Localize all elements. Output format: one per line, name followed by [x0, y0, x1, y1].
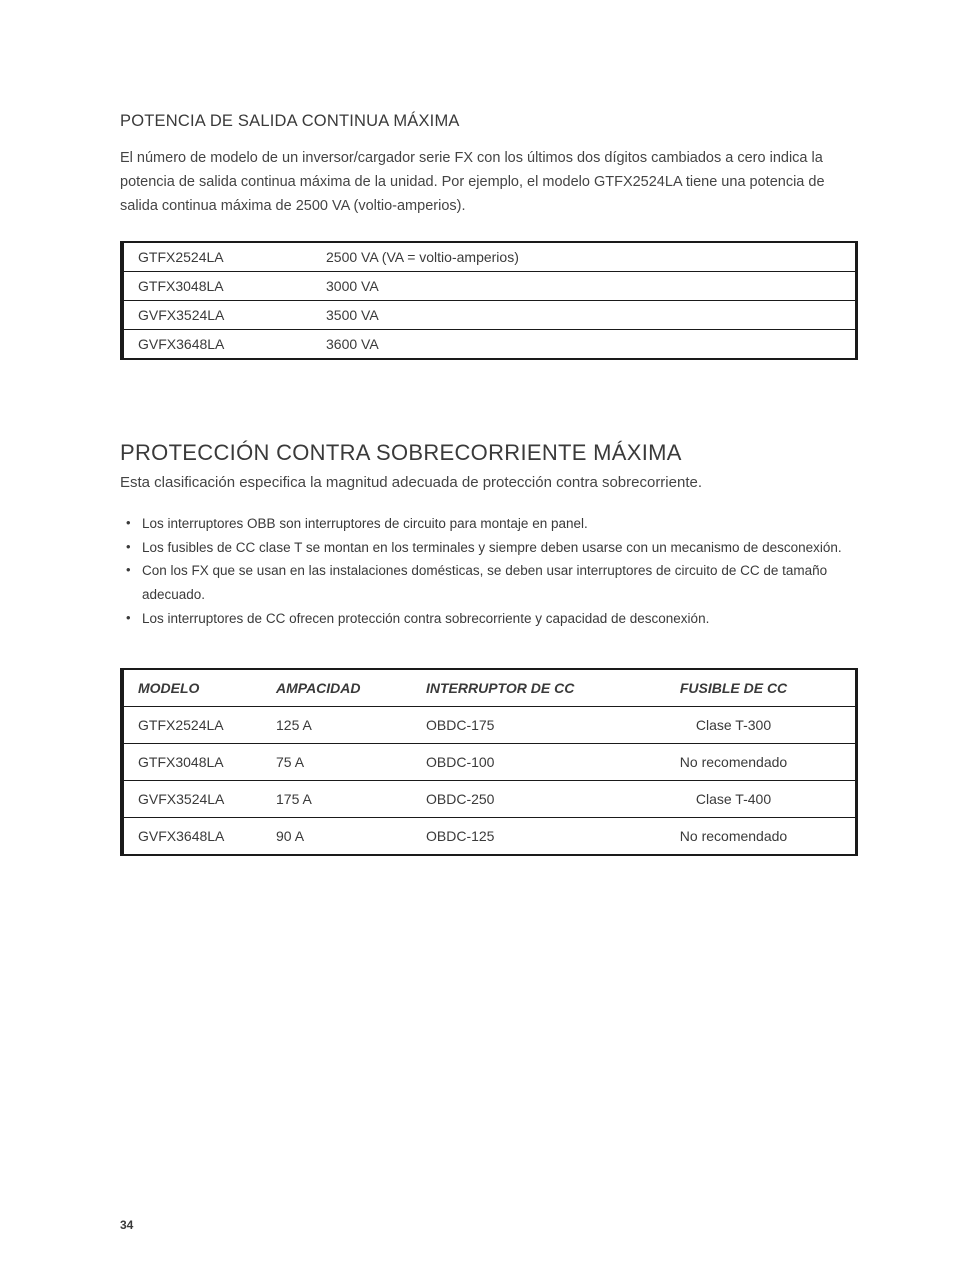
- breaker-cell: OBDC-125: [412, 818, 612, 856]
- ampacity-cell: 175 A: [262, 781, 412, 818]
- value-cell: 2500 VA (VA = voltio-amperios): [254, 242, 857, 272]
- table-row: GTFX3048LA 75 A OBDC-100 No recomendado: [122, 744, 857, 781]
- model-cell: GTFX2524LA: [122, 242, 254, 272]
- table-row: GTFX3048LA 3000 VA: [122, 271, 857, 300]
- fuse-cell: No recomendado: [612, 744, 857, 781]
- header-cell: INTERRUPTOR DE CC: [412, 669, 612, 707]
- breaker-cell: OBDC-175: [412, 707, 612, 744]
- value-cell: 3000 VA: [254, 271, 857, 300]
- list-item: Los interruptores de CC ofrecen protecci…: [120, 607, 858, 631]
- table-row: GVFX3524LA 3500 VA: [122, 300, 857, 329]
- table-row: GVFX3524LA 175 A OBDC-250 Clase T-400: [122, 781, 857, 818]
- header-cell: AMPACIDAD: [262, 669, 412, 707]
- value-cell: 3500 VA: [254, 300, 857, 329]
- list-item: Los interruptores OBB son interruptores …: [120, 512, 858, 536]
- table-row: GTFX2524LA 2500 VA (VA = voltio-amperios…: [122, 242, 857, 272]
- table-row: GVFX3648LA 90 A OBDC-125 No recomendado: [122, 818, 857, 856]
- model-cell: GVFX3648LA: [122, 818, 262, 856]
- model-cell: GVFX3524LA: [122, 781, 262, 818]
- breaker-cell: OBDC-100: [412, 744, 612, 781]
- breaker-cell: OBDC-250: [412, 781, 612, 818]
- fuse-cell: No recomendado: [612, 818, 857, 856]
- header-cell: MODELO: [122, 669, 262, 707]
- ampacity-cell: 75 A: [262, 744, 412, 781]
- header-cell: FUSIBLE DE CC: [612, 669, 857, 707]
- section2-heading: PROTECCIÓN CONTRA SOBRECORRIENTE MÁXIMA: [120, 440, 858, 466]
- list-item: Los fusibles de CC clase T se montan en …: [120, 536, 858, 560]
- model-cell: GTFX2524LA: [122, 707, 262, 744]
- model-cell: GVFX3648LA: [122, 329, 254, 359]
- ampacity-cell: 90 A: [262, 818, 412, 856]
- bullet-list: Los interruptores OBB son interruptores …: [120, 512, 858, 630]
- value-cell: 3600 VA: [254, 329, 857, 359]
- list-item: Con los FX que se usan en las instalacio…: [120, 559, 858, 606]
- fuse-cell: Clase T-300: [612, 707, 857, 744]
- section2-subtext: Esta clasificación especifica la magnitu…: [120, 471, 858, 494]
- section1-heading: POTENCIA DE SALIDA CONTINUA MÁXIMA: [120, 112, 858, 131]
- table-header-row: MODELO AMPACIDAD INTERRUPTOR DE CC FUSIB…: [122, 669, 857, 707]
- model-cell: GVFX3524LA: [122, 300, 254, 329]
- table-row: GVFX3648LA 3600 VA: [122, 329, 857, 359]
- page-number: 34: [120, 1218, 133, 1232]
- ampacity-cell: 125 A: [262, 707, 412, 744]
- overcurrent-protection-table: MODELO AMPACIDAD INTERRUPTOR DE CC FUSIB…: [120, 668, 858, 856]
- power-output-table: GTFX2524LA 2500 VA (VA = voltio-amperios…: [120, 241, 858, 360]
- table-row: GTFX2524LA 125 A OBDC-175 Clase T-300: [122, 707, 857, 744]
- section1-paragraph: El número de modelo de un inversor/carga…: [120, 147, 858, 219]
- fuse-cell: Clase T-400: [612, 781, 857, 818]
- model-cell: GTFX3048LA: [122, 271, 254, 300]
- model-cell: GTFX3048LA: [122, 744, 262, 781]
